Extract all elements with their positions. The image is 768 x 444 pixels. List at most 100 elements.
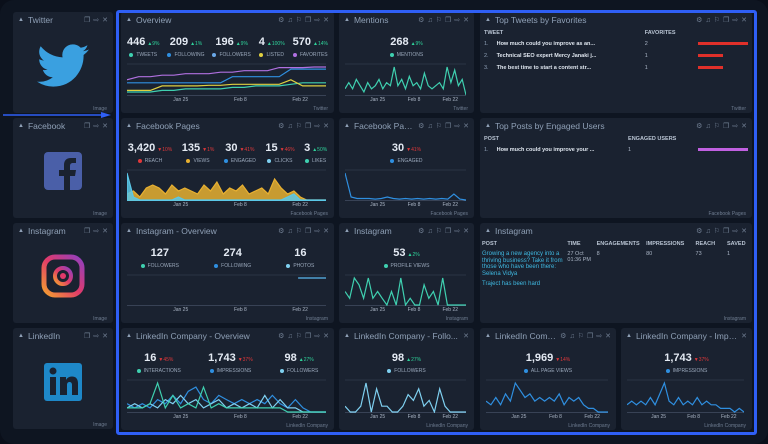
- close-icon[interactable]: ✕: [463, 333, 469, 340]
- collapse-caret-icon[interactable]: ▲: [626, 333, 632, 339]
- settings-icon[interactable]: ⚙: [278, 333, 285, 340]
- kpi-followers[interactable]: 98 ▲27% FOLLOWERS: [279, 348, 318, 374]
- collapse-caret-icon[interactable]: ▲: [18, 17, 24, 23]
- duplicate-icon[interactable]: ❐: [722, 228, 730, 235]
- kpi-reach[interactable]: 3,420 ▼10% REACH: [128, 138, 173, 164]
- duplicate-icon[interactable]: ❐: [83, 333, 91, 340]
- duplicate-icon[interactable]: ❐: [304, 17, 312, 24]
- kpi-followers[interactable]: 127 FOLLOWERS: [140, 243, 179, 269]
- kpi-following[interactable]: 209 ▲1% FOLLOWING: [167, 32, 204, 58]
- collapse-caret-icon[interactable]: ▲: [485, 123, 491, 129]
- collapse-caret-icon[interactable]: ▲: [485, 17, 491, 23]
- settings-icon[interactable]: ⚙: [418, 17, 425, 24]
- duplicate-icon[interactable]: ❐: [722, 123, 730, 130]
- table-row[interactable]: 2. Technical SEO expert Mercy Janaki j...…: [480, 50, 752, 62]
- move-icon[interactable]: ⇨: [732, 228, 739, 235]
- duplicate-icon[interactable]: ❐: [304, 123, 312, 130]
- close-icon[interactable]: ✕: [741, 123, 747, 130]
- kpi-impressions[interactable]: 1,743 ▼37% IMPRESSIONS: [664, 348, 709, 374]
- kpi-profile-views[interactable]: 53 ▲2% PROFILE VIEWS: [383, 243, 429, 269]
- collapse-caret-icon[interactable]: ▲: [18, 333, 24, 339]
- close-icon[interactable]: ✕: [102, 17, 108, 24]
- table-row[interactable]: Traject has been hard: [480, 279, 752, 290]
- kpi-impressions[interactable]: 1,743 ▼37% IMPRESSIONS: [208, 348, 253, 374]
- comment-icon[interactable]: ⚐: [295, 123, 302, 130]
- close-icon[interactable]: ✕: [741, 228, 747, 235]
- row-text[interactable]: How much could you improve your ...: [496, 147, 595, 153]
- move-icon[interactable]: ⇨: [596, 333, 603, 340]
- row-text[interactable]: How much could you improve as an...: [496, 41, 596, 47]
- duplicate-icon[interactable]: ❐: [83, 17, 91, 24]
- alert-bell-icon[interactable]: ♫: [287, 16, 293, 24]
- kpi-followers[interactable]: 98 ▲27% FOLLOWERS: [387, 348, 426, 374]
- cell-post[interactable]: Growing a new agency into a thriving bus…: [482, 251, 563, 277]
- duplicate-icon[interactable]: ❐: [83, 228, 91, 235]
- comment-icon[interactable]: ⚐: [295, 333, 302, 340]
- kpi-tweets[interactable]: 446 ▲9% TWEETS: [127, 32, 160, 58]
- collapse-caret-icon[interactable]: ▲: [126, 17, 132, 23]
- duplicate-icon[interactable]: ❐: [722, 17, 730, 24]
- alert-bell-icon[interactable]: ♫: [287, 227, 293, 235]
- kpi-likes[interactable]: 3 ▲50% LIKES: [304, 138, 327, 164]
- move-icon[interactable]: ⇨: [314, 228, 321, 235]
- settings-icon[interactable]: ⚙: [560, 333, 567, 340]
- comment-icon[interactable]: ⚐: [713, 123, 720, 130]
- alert-bell-icon[interactable]: ♫: [569, 332, 575, 340]
- move-icon[interactable]: ⇨: [454, 123, 461, 130]
- kpi-listed[interactable]: 4 ▲100% LISTED: [259, 32, 285, 58]
- settings-icon[interactable]: ⚙: [696, 123, 703, 130]
- close-icon[interactable]: ✕: [605, 333, 611, 340]
- settings-icon[interactable]: ⚙: [418, 228, 425, 235]
- close-icon[interactable]: ✕: [323, 333, 329, 340]
- collapse-caret-icon[interactable]: ▲: [126, 228, 132, 234]
- close-icon[interactable]: ✕: [102, 123, 108, 130]
- collapse-caret-icon[interactable]: ▲: [126, 333, 132, 339]
- move-icon[interactable]: ⇨: [454, 228, 461, 235]
- collapse-caret-icon[interactable]: ▲: [344, 17, 350, 23]
- comment-icon[interactable]: ⚐: [577, 333, 584, 340]
- settings-icon[interactable]: ⚙: [418, 123, 425, 130]
- comment-icon[interactable]: ⚐: [713, 228, 720, 235]
- comment-icon[interactable]: ⚐: [435, 228, 442, 235]
- kpi-following[interactable]: 274 FOLLOWING: [214, 243, 251, 269]
- duplicate-icon[interactable]: ❐: [444, 123, 452, 130]
- move-icon[interactable]: ⇨: [314, 333, 321, 340]
- comment-icon[interactable]: ⚐: [295, 17, 302, 24]
- alert-bell-icon[interactable]: ♫: [705, 122, 711, 130]
- collapse-caret-icon[interactable]: ▲: [18, 228, 24, 234]
- duplicate-icon[interactable]: ❐: [304, 228, 312, 235]
- collapse-caret-icon[interactable]: ▲: [485, 228, 491, 234]
- alert-bell-icon[interactable]: ♫: [705, 16, 711, 24]
- kpi-clicks[interactable]: 15 ▼46% CLICKS: [265, 138, 294, 164]
- comment-icon[interactable]: ⚐: [295, 228, 302, 235]
- collapse-caret-icon[interactable]: ▲: [344, 333, 350, 339]
- close-icon[interactable]: ✕: [102, 333, 108, 340]
- alert-bell-icon[interactable]: ♫: [427, 16, 433, 24]
- table-row[interactable]: 3. The best time to start a content str..…: [480, 62, 752, 74]
- kpi-interactions[interactable]: 16 ▼45% INTERACTIONS: [136, 348, 181, 374]
- alert-bell-icon[interactable]: ♫: [427, 122, 433, 130]
- alert-bell-icon[interactable]: ♫: [287, 122, 293, 130]
- close-icon[interactable]: ✕: [323, 228, 329, 235]
- alert-bell-icon[interactable]: ♫: [705, 227, 711, 235]
- close-icon[interactable]: ✕: [463, 17, 469, 24]
- duplicate-icon[interactable]: ❐: [304, 333, 312, 340]
- table-row[interactable]: 1. How much could you improve your ... 1: [480, 144, 752, 156]
- alert-bell-icon[interactable]: ♫: [287, 332, 293, 340]
- table-row[interactable]: Growing a new agency into a thriving bus…: [480, 249, 752, 279]
- kpi-all-page-views[interactable]: 1,969 ▼14% ALL PAGE VIEWS: [523, 348, 572, 374]
- kpi-engaged[interactable]: 30 ▼41% ENGAGED: [390, 138, 423, 164]
- settings-icon[interactable]: ⚙: [278, 17, 285, 24]
- collapse-caret-icon[interactable]: ▲: [485, 333, 491, 339]
- duplicate-icon[interactable]: ❐: [83, 123, 91, 130]
- cell-post[interactable]: Traject has been hard: [482, 281, 541, 288]
- settings-icon[interactable]: ⚙: [278, 123, 285, 130]
- move-icon[interactable]: ⇨: [732, 123, 739, 130]
- close-icon[interactable]: ✕: [741, 17, 747, 24]
- duplicate-icon[interactable]: ❐: [444, 228, 452, 235]
- move-icon[interactable]: ⇨: [314, 17, 321, 24]
- settings-icon[interactable]: ⚙: [696, 17, 703, 24]
- move-icon[interactable]: ⇨: [93, 123, 100, 130]
- close-icon[interactable]: ✕: [102, 228, 108, 235]
- collapse-caret-icon[interactable]: ▲: [18, 123, 24, 129]
